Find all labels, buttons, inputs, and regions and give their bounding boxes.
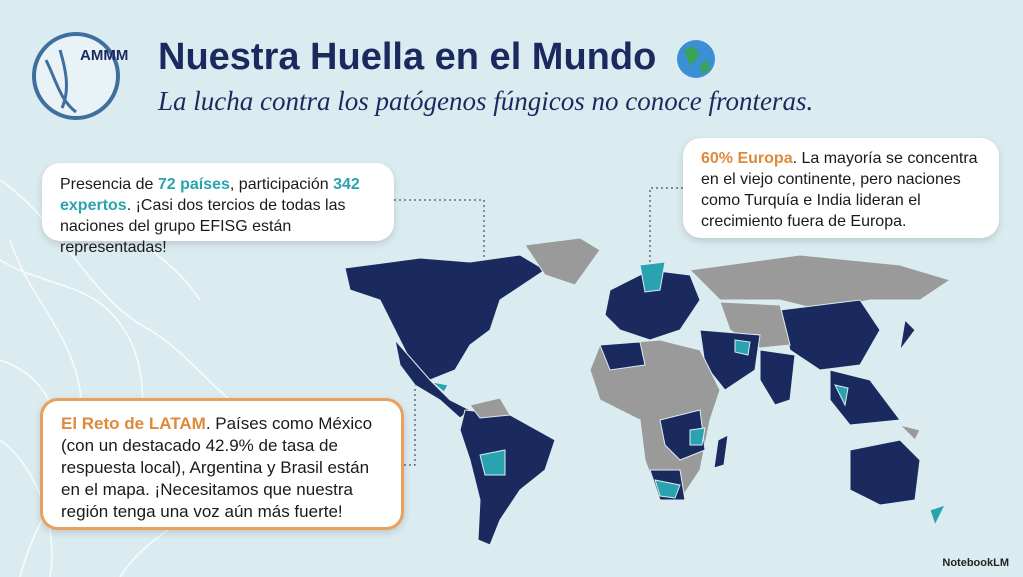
highlight: El Reto de LATAM [61,414,206,433]
highlight: 60% Europa [701,150,793,167]
subtitle: La lucha contra los patógenos fúngicos n… [158,86,814,116]
title: Nuestra Huella en el Mundo [158,36,657,78]
highlight: 72 países [157,176,230,193]
text: . La mayoría se concentra en el viejo co… [701,150,978,230]
text: . ¡Casi dos tercios de todas las nacione… [60,197,346,256]
text: . Países como México (con un destacado 4… [61,414,373,521]
logo-text: AMMM [80,47,129,64]
latam-callout: El Reto de LATAM. Países como México (co… [40,398,404,530]
text: Presencia de [60,176,158,193]
text: , participación [229,176,334,193]
brand: NotebookLM [942,557,1009,569]
globe-icon [677,40,715,78]
europe-callout: 60% Europa. La mayoría se concentra en e… [683,138,999,238]
world-map [344,237,952,546]
logo [32,32,120,120]
highlight: 342 expertos [60,176,360,214]
presence-callout: Presencia de 72 países, participación 34… [42,163,394,256]
